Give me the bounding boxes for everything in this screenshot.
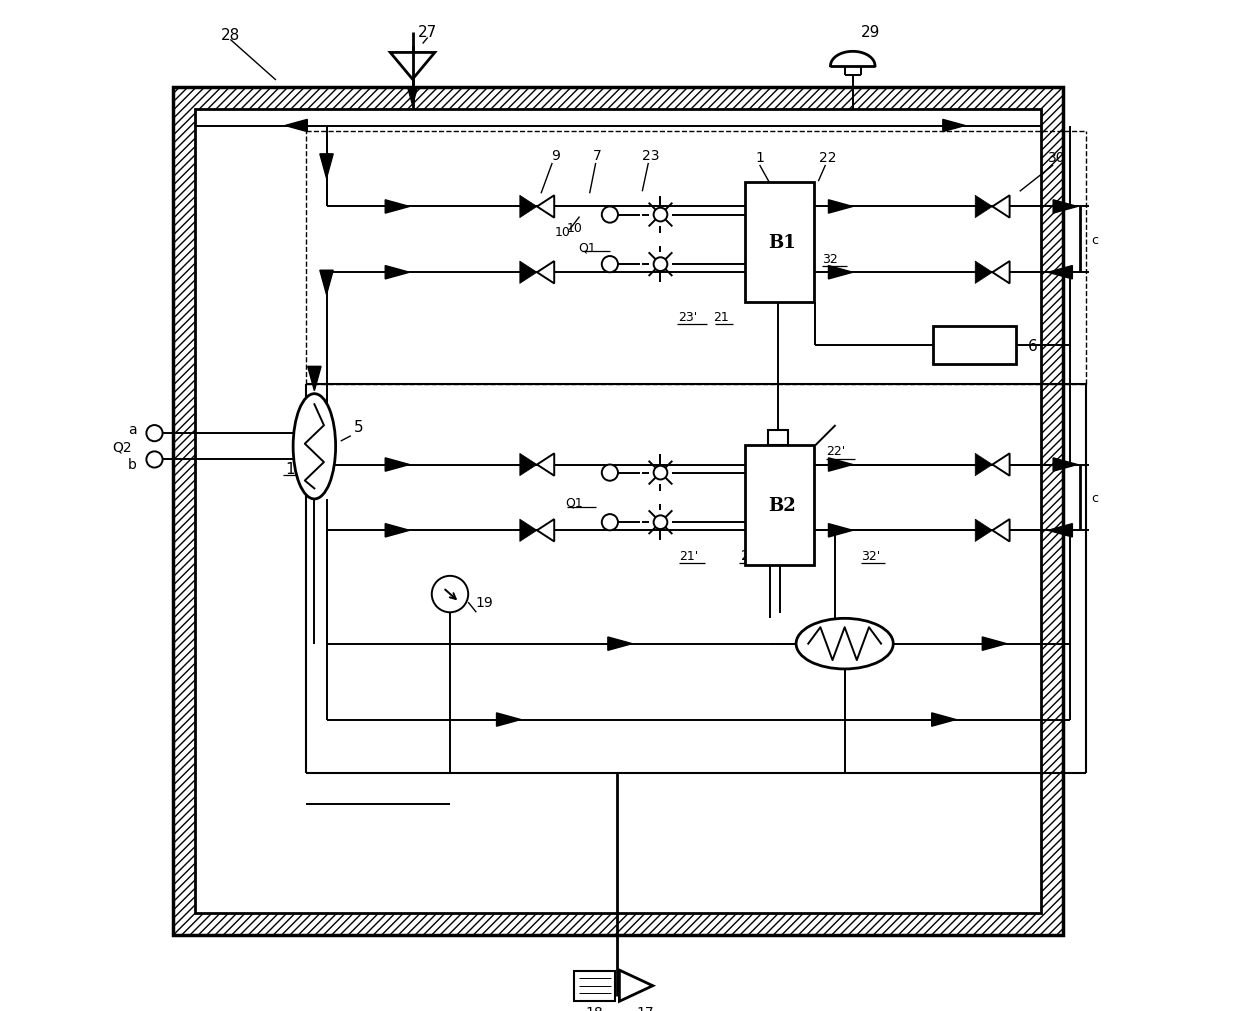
Circle shape <box>601 465 618 481</box>
Circle shape <box>601 515 618 531</box>
Polygon shape <box>386 458 409 472</box>
Polygon shape <box>992 520 1009 542</box>
Polygon shape <box>942 120 965 132</box>
Text: 27: 27 <box>418 25 438 39</box>
Polygon shape <box>408 90 417 106</box>
Circle shape <box>653 516 667 530</box>
Text: 32: 32 <box>822 253 838 266</box>
Ellipse shape <box>293 394 336 499</box>
Text: Q2: Q2 <box>113 440 131 454</box>
Circle shape <box>653 258 667 272</box>
Bar <box>172 88 1063 935</box>
Text: 32': 32' <box>862 549 880 562</box>
Circle shape <box>653 466 667 480</box>
Text: b: b <box>128 457 136 471</box>
Polygon shape <box>982 637 1007 651</box>
Bar <box>745 446 815 565</box>
Text: 10: 10 <box>554 225 570 239</box>
Polygon shape <box>828 266 853 280</box>
Polygon shape <box>975 520 992 542</box>
Polygon shape <box>520 454 537 476</box>
Text: 1: 1 <box>755 151 764 165</box>
Text: c: c <box>1091 491 1099 504</box>
Text: Q1: Q1 <box>579 242 596 255</box>
Polygon shape <box>386 266 409 280</box>
Polygon shape <box>391 54 435 80</box>
Text: 5: 5 <box>353 420 363 434</box>
Polygon shape <box>537 520 554 542</box>
Text: 10: 10 <box>567 221 583 235</box>
Polygon shape <box>608 637 632 651</box>
Circle shape <box>146 452 162 468</box>
Bar <box>195 110 1042 913</box>
Text: Q1: Q1 <box>565 496 583 510</box>
Text: B1: B1 <box>768 234 796 252</box>
Text: 14: 14 <box>285 461 304 476</box>
Circle shape <box>601 257 618 273</box>
Circle shape <box>653 208 667 222</box>
Polygon shape <box>931 713 956 727</box>
Polygon shape <box>386 200 409 214</box>
Text: 23': 23' <box>678 310 697 324</box>
Polygon shape <box>1053 200 1078 214</box>
Bar <box>574 971 615 1001</box>
Bar <box>172 88 1063 935</box>
Polygon shape <box>520 196 537 218</box>
Bar <box>768 431 787 446</box>
Text: 21: 21 <box>713 310 729 324</box>
Polygon shape <box>992 196 1009 218</box>
Text: a: a <box>128 423 136 437</box>
Text: 29: 29 <box>862 25 880 39</box>
Polygon shape <box>1048 524 1073 538</box>
Polygon shape <box>992 262 1009 284</box>
Polygon shape <box>320 155 334 179</box>
Polygon shape <box>537 262 554 284</box>
Polygon shape <box>496 713 521 727</box>
Bar <box>745 183 815 302</box>
Polygon shape <box>992 454 1009 476</box>
Text: 18: 18 <box>585 1005 604 1011</box>
Text: B2: B2 <box>768 496 796 515</box>
Polygon shape <box>828 200 853 214</box>
Polygon shape <box>537 196 554 218</box>
Text: 30: 30 <box>1049 151 1066 165</box>
Polygon shape <box>285 120 308 132</box>
Polygon shape <box>520 262 537 284</box>
Polygon shape <box>975 262 992 284</box>
Text: 21': 21' <box>680 549 698 562</box>
Polygon shape <box>831 53 875 67</box>
Polygon shape <box>520 520 537 542</box>
Ellipse shape <box>796 619 893 669</box>
Polygon shape <box>537 454 554 476</box>
Circle shape <box>146 426 162 442</box>
Text: 7: 7 <box>594 149 603 163</box>
Text: 23: 23 <box>641 149 660 163</box>
Text: 6: 6 <box>1028 339 1038 353</box>
Text: 17: 17 <box>636 1005 655 1011</box>
Circle shape <box>601 207 618 223</box>
Polygon shape <box>620 971 652 1001</box>
Polygon shape <box>1053 458 1078 472</box>
Polygon shape <box>828 458 853 472</box>
Polygon shape <box>975 196 992 218</box>
Text: 22: 22 <box>818 151 836 165</box>
Polygon shape <box>386 524 409 538</box>
Text: 33: 33 <box>790 549 806 562</box>
Polygon shape <box>320 271 334 295</box>
Polygon shape <box>1048 266 1073 280</box>
Text: 19: 19 <box>475 595 494 610</box>
Text: c: c <box>1091 234 1099 247</box>
Polygon shape <box>308 367 321 391</box>
Text: 28: 28 <box>221 28 241 42</box>
Text: 9: 9 <box>551 149 559 163</box>
Circle shape <box>432 576 469 613</box>
Polygon shape <box>975 454 992 476</box>
Text: 2: 2 <box>742 548 750 562</box>
Polygon shape <box>828 524 853 538</box>
Bar <box>932 327 1016 365</box>
Text: 22': 22' <box>826 445 846 458</box>
